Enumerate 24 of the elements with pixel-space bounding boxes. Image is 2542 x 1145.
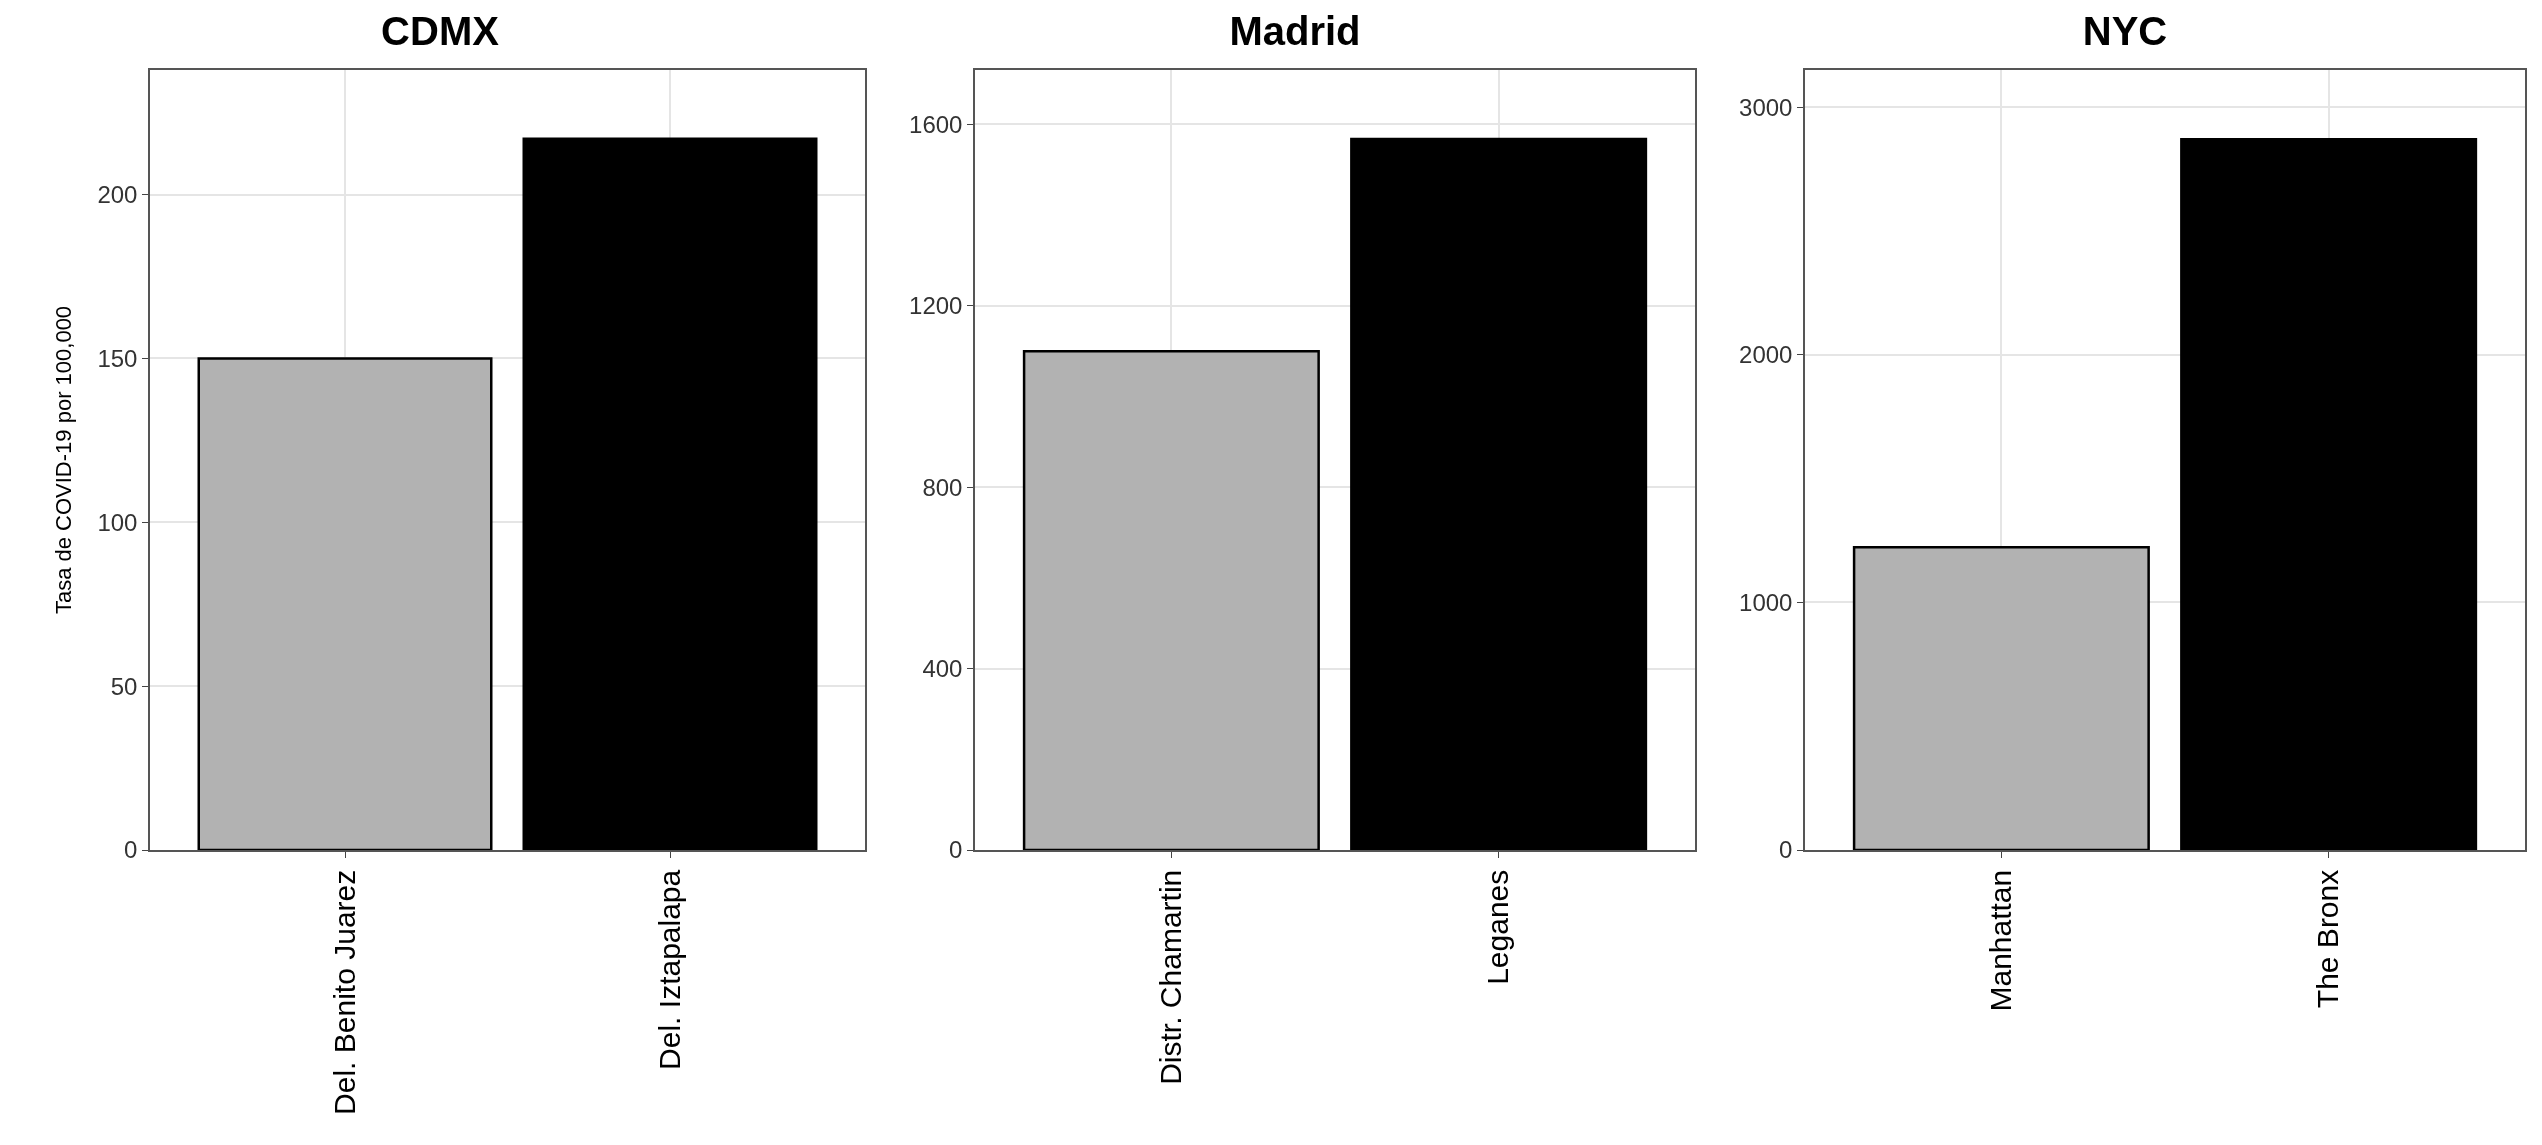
- y-tick-label: 1000: [1739, 588, 1793, 616]
- y-tick-label: 0: [1779, 836, 1793, 864]
- x-tick-label: Distr. Chamartin: [1154, 869, 1188, 1085]
- y-tick-label: 0: [124, 836, 138, 864]
- y-axis-title: Tasa de COVID-19 por 100,000: [50, 305, 76, 615]
- y-tick-label: 200: [97, 180, 138, 208]
- chart-title: CDMX: [381, 9, 500, 54]
- y-tick-label: 3000: [1739, 93, 1793, 121]
- x-tick-label: Leganes: [1481, 869, 1515, 985]
- x-tick-label: Del. Benito Juarez: [327, 869, 361, 1115]
- y-tick-label: 150: [97, 344, 138, 372]
- x-tick-label: Del. Iztapalapa: [652, 869, 686, 1070]
- x-tick-label: The Bronx: [2311, 869, 2345, 1009]
- y-tick-label: 0: [949, 836, 963, 864]
- y-tick-label: 1600: [909, 110, 963, 138]
- y-tick-label: 800: [922, 473, 963, 501]
- chart-title: Madrid: [1229, 9, 1361, 54]
- x-tick-label: Manhattan: [1984, 869, 2018, 1012]
- y-tick-label: 2000: [1739, 341, 1793, 369]
- y-tick-label: 1200: [909, 292, 963, 320]
- y-tick-label: 400: [922, 655, 963, 682]
- y-tick-label: 100: [97, 508, 138, 536]
- chart-title: NYC: [2082, 9, 2168, 54]
- y-tick-label: 50: [110, 672, 138, 700]
